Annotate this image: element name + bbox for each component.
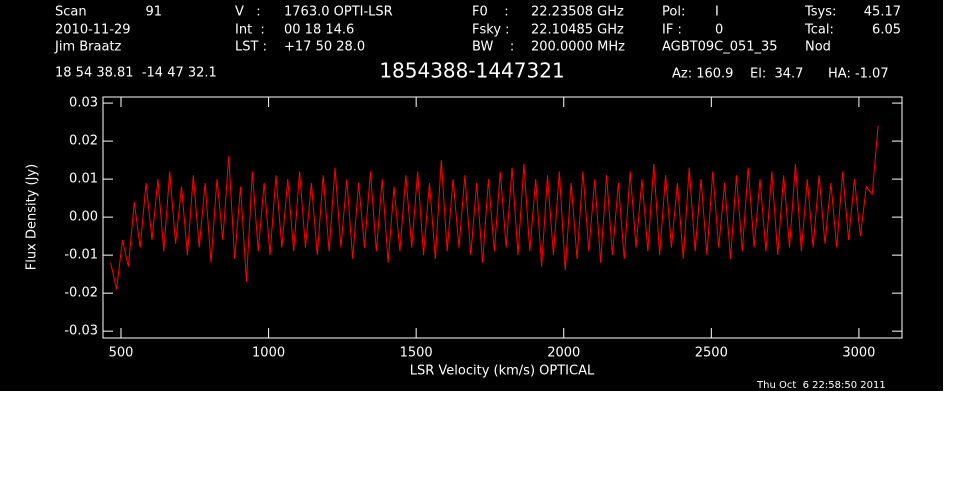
header-label: LST : <box>235 40 267 55</box>
elevation: El: 34.7 <box>750 67 803 82</box>
x-axis-label: LSR Velocity (km/s) OPTICAL <box>410 364 595 379</box>
hour-angle: HA: -1.07 <box>828 67 889 82</box>
position: 18 54 38.81 -14 47 32.1 <box>55 66 217 81</box>
x-tick-label: 500 <box>109 346 134 361</box>
header-value: 6.05 <box>872 23 901 38</box>
y-axis-label: Flux Density (Jy) <box>25 164 40 270</box>
timestamp: Thu Oct 6 22:58:50 2011 <box>756 380 886 391</box>
chart-title: 1854388-1447321 <box>379 59 564 83</box>
header-label: Jim Braatz <box>54 40 122 55</box>
header-value: 45.17 <box>864 5 901 20</box>
x-tick-label: 1000 <box>252 346 285 361</box>
header-label: IF : <box>662 23 682 38</box>
y-tick-label: 0.01 <box>69 172 98 187</box>
header-label: Tsys: <box>804 5 836 20</box>
spectrum-line <box>110 125 879 290</box>
header-value: +17 50 28.0 <box>284 40 365 55</box>
header-value: 91 <box>145 5 162 20</box>
y-tick-label: -0.02 <box>64 286 98 301</box>
header-value: 200.0000 MHz <box>531 40 625 55</box>
header-value: 00 18 14.6 <box>284 23 354 38</box>
header-label: F0 : <box>472 5 509 20</box>
x-tick-label: 3000 <box>842 346 875 361</box>
y-tick-label: 0.00 <box>69 210 98 225</box>
x-tick-label: 1500 <box>400 346 433 361</box>
header-value: I <box>715 5 719 20</box>
header-value: 22.10485 GHz <box>531 23 624 38</box>
header-label: Nod <box>805 40 831 55</box>
header-value: 22.23508 GHz <box>531 5 624 20</box>
y-tick-label: -0.03 <box>64 324 98 339</box>
header-label: AGBT09C_051_35 <box>662 40 778 55</box>
y-tick-label: 0.03 <box>69 96 98 111</box>
header-label: Int : <box>235 23 265 38</box>
header-label: 2010-11-29 <box>55 23 131 38</box>
header-label: BW : <box>472 40 514 55</box>
plot-background <box>0 0 943 391</box>
header-value: 0 <box>715 23 723 38</box>
y-tick-label: -0.01 <box>64 248 98 263</box>
header-value: 1763.0 OPTI-LSR <box>284 5 393 20</box>
header-label: Scan <box>55 5 87 20</box>
azimuth: Az: 160.9 <box>672 67 733 82</box>
header-label: Pol: <box>662 5 685 20</box>
x-tick-label: 2000 <box>547 346 580 361</box>
header-label: Tcal: <box>804 23 834 38</box>
header-label: V : <box>235 5 261 20</box>
header-label: Fsky : <box>472 23 510 38</box>
x-tick-label: 2500 <box>695 346 728 361</box>
y-tick-label: 0.02 <box>69 134 98 149</box>
